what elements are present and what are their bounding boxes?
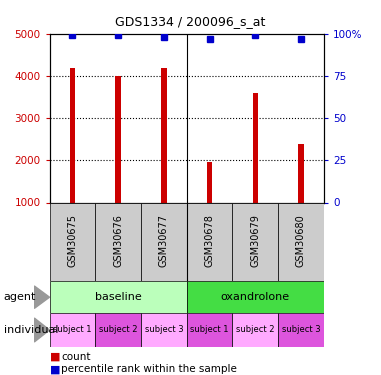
Text: GSM30678: GSM30678 — [205, 214, 215, 267]
Text: GSM30675: GSM30675 — [67, 214, 77, 267]
Bar — [187, 313, 232, 347]
Bar — [95, 313, 141, 347]
Polygon shape — [34, 318, 50, 342]
Text: subject 3: subject 3 — [144, 326, 183, 334]
Text: subject 1: subject 1 — [53, 326, 92, 334]
Polygon shape — [34, 286, 50, 308]
Text: GSM30676: GSM30676 — [113, 214, 123, 267]
Bar — [50, 202, 95, 281]
Bar — [207, 162, 212, 202]
Text: percentile rank within the sample: percentile rank within the sample — [61, 364, 237, 374]
Bar — [95, 202, 141, 281]
Text: ■: ■ — [50, 352, 61, 362]
Bar — [141, 313, 187, 347]
Text: individual: individual — [4, 325, 58, 335]
Bar — [278, 202, 324, 281]
Text: baseline: baseline — [95, 292, 141, 302]
Bar — [50, 313, 95, 347]
Bar — [50, 281, 187, 313]
Text: GDS1334 / 200096_s_at: GDS1334 / 200096_s_at — [115, 15, 266, 28]
Bar — [187, 202, 232, 281]
Text: GSM30679: GSM30679 — [250, 214, 260, 267]
Text: subject 1: subject 1 — [190, 326, 229, 334]
Bar — [141, 202, 187, 281]
Bar — [232, 202, 278, 281]
Bar — [187, 281, 324, 313]
Bar — [278, 313, 324, 347]
Text: subject 2: subject 2 — [99, 326, 138, 334]
Text: GSM30680: GSM30680 — [296, 214, 306, 267]
Bar — [232, 313, 278, 347]
Text: oxandrolone: oxandrolone — [221, 292, 290, 302]
Text: count: count — [61, 352, 90, 362]
Text: GSM30677: GSM30677 — [159, 214, 169, 267]
Bar — [70, 68, 75, 203]
Text: subject 3: subject 3 — [282, 326, 320, 334]
Text: ■: ■ — [50, 364, 61, 374]
Bar — [161, 68, 166, 203]
Bar — [298, 144, 304, 202]
Bar — [115, 76, 121, 202]
Text: subject 2: subject 2 — [236, 326, 275, 334]
Bar — [253, 93, 258, 202]
Text: agent: agent — [4, 292, 36, 302]
